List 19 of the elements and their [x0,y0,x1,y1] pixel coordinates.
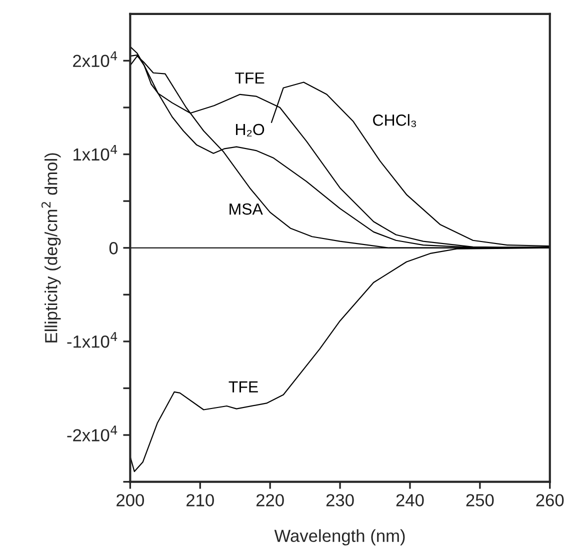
y-tick-label: -2x10$^{4}$ [67,426,118,442]
x-axis-title: Wavelength (nm) [274,529,405,546]
y-tick-label: -1x10$^{4}$ [67,332,118,348]
series-label: TFE [228,381,258,392]
x-tick-label: 210 [186,494,214,506]
x-tick-label: 240 [396,494,424,506]
series-label: TFE [235,72,264,84]
x-tick-label: 250 [466,494,494,506]
x-tick-label: 220 [256,494,284,506]
y-tick-label: 0 [109,242,118,254]
series-label: MSA [230,203,263,215]
x-tick-label: 260 [536,494,564,506]
x-tick-label: 230 [326,494,354,506]
y-tick-label: 2x10$^{4}$ [73,51,118,68]
y-tick-label: 1x10$^{4}$ [74,144,118,161]
series-label: CHCl₃ [373,114,416,128]
x-tick-label: 200 [116,494,144,506]
y-axis-title: Ellipticity (deg/cm$^{2}$ dmol) [41,153,61,342]
series-label: H₂O [236,124,264,136]
